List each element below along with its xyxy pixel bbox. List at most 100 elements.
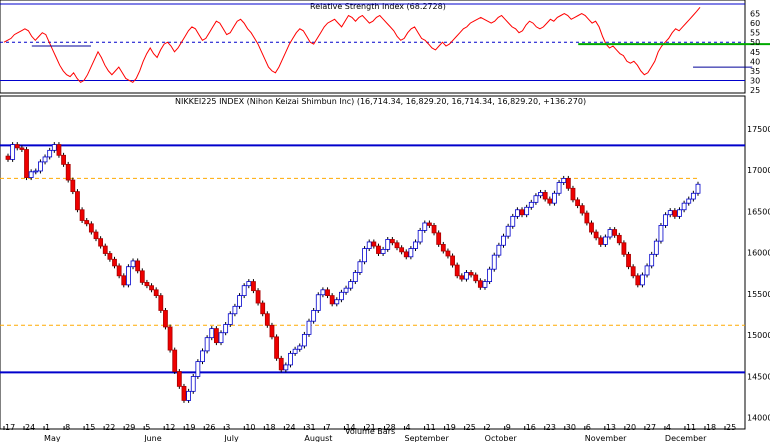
candle-body <box>695 183 701 194</box>
candle-body <box>366 241 372 249</box>
candle-body <box>491 254 497 270</box>
x-tick-label: 11 <box>686 423 696 432</box>
candle-body <box>394 242 400 249</box>
x-tick-label: 4 <box>666 423 671 432</box>
x-tick-label: 30 <box>566 423 576 432</box>
x-tick-label: 18 <box>706 423 716 432</box>
candle-body <box>237 295 242 307</box>
candle-body <box>112 258 117 267</box>
x-tick-label: 18 <box>265 423 275 432</box>
candle-body <box>167 326 173 351</box>
candle-body <box>153 289 159 296</box>
x-month-label: September <box>405 434 450 442</box>
x-tick-label: 5 <box>145 423 150 432</box>
candle-body <box>311 310 317 322</box>
candle-body <box>56 144 62 156</box>
candle-body <box>75 191 80 211</box>
candle-body <box>380 248 386 254</box>
rsi-y-tick: 55 <box>750 29 760 38</box>
candle-body <box>496 244 502 256</box>
candle-body <box>468 272 474 276</box>
candle-body <box>135 260 141 272</box>
candle-body <box>218 332 224 344</box>
price-y-tick: 15000 <box>747 331 770 340</box>
volume-bars-label: Volume Bars <box>345 427 395 436</box>
x-tick-label: 14 <box>345 423 355 432</box>
candle-body <box>107 253 113 260</box>
candle-body <box>325 289 330 296</box>
candle-body <box>552 192 557 204</box>
x-month-label: May <box>44 434 61 442</box>
candle-body <box>454 264 460 277</box>
rsi-y-tick: 40 <box>750 57 760 66</box>
candle-body <box>102 245 108 254</box>
candle-body <box>209 328 215 339</box>
candle-body <box>264 313 270 326</box>
x-tick-label: 17 <box>5 423 15 432</box>
candle-body <box>640 274 645 286</box>
candle-body <box>352 272 358 282</box>
candle-body <box>348 281 354 289</box>
candle-body <box>163 310 168 328</box>
x-tick-label: 31 <box>305 423 315 432</box>
candle-body <box>343 287 349 293</box>
candle-body <box>677 209 682 217</box>
x-month-label: October <box>485 434 518 442</box>
rsi-y-tick: 35 <box>750 67 760 76</box>
x-tick-label: 11 <box>426 423 436 432</box>
rsi-line <box>3 6 701 84</box>
candle-body <box>482 281 488 288</box>
candle-body <box>144 281 150 287</box>
x-month-label: November <box>585 434 627 442</box>
x-tick-label: 3 <box>225 423 230 432</box>
rsi-y-tick: 60 <box>750 19 760 28</box>
x-tick-label: 26 <box>205 423 215 432</box>
candle-body <box>232 305 238 315</box>
x-tick-label: 28 <box>386 423 396 432</box>
x-month-label: December <box>665 434 707 442</box>
candle-body <box>213 328 219 344</box>
candle-body <box>10 144 16 160</box>
candle-body <box>186 390 192 401</box>
price-y-tick: 17000 <box>747 166 770 175</box>
candle-body <box>65 163 71 181</box>
x-month-label: June <box>143 434 162 442</box>
x-tick-label: 7 <box>325 423 330 432</box>
candle-body <box>241 285 247 296</box>
x-tick-label: 1 <box>45 423 50 432</box>
candle-body <box>570 187 576 201</box>
rsi-y-tick: 30 <box>750 76 760 85</box>
candle-body <box>667 210 673 216</box>
candle-body <box>524 206 530 216</box>
candle-body <box>274 336 279 359</box>
candle-body <box>501 235 506 246</box>
price-panel <box>0 95 746 430</box>
candle-body <box>556 182 562 194</box>
candle-body <box>663 214 668 226</box>
candle-body <box>505 225 511 237</box>
x-month-label: July <box>223 434 239 442</box>
rsi-y-tick: 50 <box>750 38 760 47</box>
candle-body <box>5 155 11 160</box>
candle-body <box>584 212 590 224</box>
candle-body <box>371 241 377 247</box>
candle-body <box>292 348 298 354</box>
candle-body <box>227 313 233 325</box>
candle-body <box>79 209 85 221</box>
candle-body <box>320 289 326 296</box>
x-tick-label: 4 <box>406 423 411 432</box>
x-tick-label: 22 <box>105 423 115 432</box>
price-y-tick: 16500 <box>747 207 770 216</box>
candle-body <box>607 229 613 238</box>
x-tick-label: 8 <box>65 423 70 432</box>
candle-body <box>88 223 94 233</box>
candle-body <box>269 324 275 338</box>
candle-body <box>362 248 367 263</box>
candle-body <box>139 270 145 283</box>
candle-body <box>658 225 664 242</box>
candle-body <box>635 275 641 286</box>
candle-body <box>621 242 627 255</box>
candle-body <box>602 236 608 245</box>
candle-body <box>376 245 381 254</box>
candle-body <box>473 274 479 282</box>
